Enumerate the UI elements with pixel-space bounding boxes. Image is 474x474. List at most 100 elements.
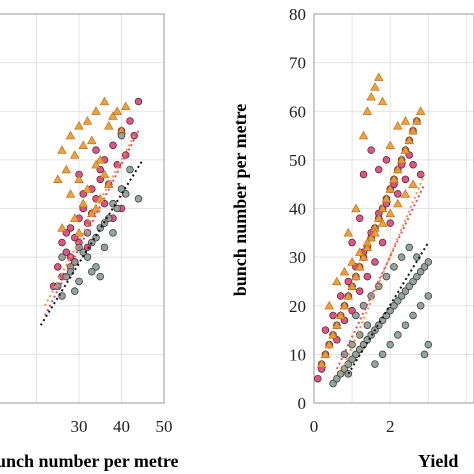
- right-point-series-1: [320, 349, 331, 359]
- right-point-series-1: [339, 266, 350, 276]
- right-point-series-2: [382, 272, 391, 281]
- right-point-series-2: [348, 355, 356, 363]
- right-point-series-1: [362, 242, 373, 252]
- right-point-series-1: [358, 130, 369, 140]
- left-point-series-2: [83, 253, 92, 261]
- left-point-series-1: [74, 174, 84, 183]
- left-point-series-1: [108, 111, 118, 120]
- left-plot-frame: [0, 13, 165, 404]
- right-point-series-2: [424, 292, 433, 300]
- left-point-series-1: [57, 223, 67, 232]
- right-point-series-0: [321, 326, 330, 334]
- right-point-series-1: [351, 203, 361, 213]
- right-point-series-1: [400, 189, 411, 198]
- right-y-tick-label: 40: [289, 200, 306, 219]
- right-point-series-1: [408, 179, 418, 188]
- right-point-series-2: [352, 350, 360, 359]
- right-point-series-1: [393, 164, 403, 174]
- right-point-series-0: [348, 238, 356, 247]
- right-point-series-1: [347, 257, 357, 266]
- left-point-series-0: [66, 224, 75, 232]
- left-point-series-2: [134, 195, 143, 203]
- left-point-series-0: [109, 141, 117, 150]
- right-point-series-1: [385, 184, 395, 193]
- left-point-series-1: [99, 96, 110, 106]
- right-point-series-2: [409, 277, 417, 286]
- right-y-tick-label: 10: [289, 345, 306, 364]
- right-point-series-1: [374, 72, 384, 81]
- left-point-series-1: [95, 155, 105, 164]
- right-point-series-2: [420, 350, 429, 359]
- right-y-tick-label: 30: [289, 248, 306, 267]
- right-point-series-2: [352, 311, 360, 320]
- right-trendline-series-2: [347, 242, 430, 375]
- right-point-series-2: [405, 243, 413, 252]
- right-point-series-0: [355, 287, 364, 295]
- right-point-series-1: [374, 213, 384, 222]
- right-point-series-2: [424, 340, 433, 349]
- left-point-series-1: [99, 169, 110, 179]
- left-point-series-1: [65, 189, 76, 198]
- right-point-series-2: [416, 302, 425, 310]
- right-point-series-1: [385, 208, 395, 218]
- right-point-series-1: [343, 227, 353, 237]
- right-point-series-0: [363, 272, 372, 281]
- left-point-series-0: [126, 117, 134, 125]
- left-point-series-1: [74, 121, 84, 130]
- left-point-series-1: [104, 121, 114, 130]
- right-point-series-2: [333, 374, 341, 383]
- right-point-series-1: [355, 247, 365, 256]
- left-trendline-series-0: [44, 130, 140, 316]
- right-point-series-0: [314, 374, 322, 383]
- left-trendline-series-2: [39, 159, 144, 326]
- right-point-series-0: [329, 311, 337, 320]
- right-y-tick-label: 50: [289, 151, 306, 170]
- right-point-series-1: [377, 218, 388, 227]
- right-point-series-0: [371, 258, 379, 266]
- right-point-series-2: [413, 253, 421, 261]
- left-point-series-1: [61, 164, 71, 174]
- right-points: [314, 72, 433, 388]
- right-point-series-0: [386, 219, 394, 227]
- right-point-series-1: [377, 203, 388, 213]
- right-point-series-1: [351, 271, 361, 281]
- right-y-tick-label: 70: [289, 54, 306, 73]
- right-point-series-2: [355, 331, 364, 339]
- right-x-tick-label: 0: [310, 417, 319, 436]
- right-point-series-0: [355, 214, 364, 222]
- right-point-series-1: [316, 359, 327, 368]
- right-point-series-1: [332, 320, 342, 329]
- right-gridlines: [313, 13, 474, 404]
- right-point-series-0: [367, 146, 375, 154]
- right-trendline-series-1: [339, 174, 426, 375]
- right-x-tick-label: 2: [386, 417, 395, 436]
- left-point-series-2: [96, 272, 104, 281]
- left-trendline-series-1: [44, 135, 136, 307]
- left-point-series-1: [74, 227, 84, 237]
- right-y-tick-label: 60: [289, 102, 306, 121]
- left-point-series-2: [126, 165, 134, 174]
- right-point-series-2: [401, 287, 410, 295]
- right-point-series-2: [378, 350, 387, 359]
- right-point-series-2: [390, 263, 398, 271]
- left-point-series-2: [104, 214, 113, 222]
- left-point-series-0: [121, 151, 130, 159]
- right-point-series-1: [393, 198, 403, 208]
- right-point-series-1: [366, 91, 376, 101]
- right-point-series-1: [347, 281, 357, 290]
- right-point-series-2: [416, 267, 425, 276]
- left-x-tick-label: 40: [113, 417, 130, 436]
- right-trendlines: [335, 174, 430, 375]
- left-point-series-2: [70, 287, 79, 295]
- right-point-series-1: [362, 237, 373, 247]
- right-point-series-1: [343, 291, 353, 300]
- right-plot-frame: [313, 13, 474, 404]
- right-point-series-2: [405, 282, 413, 291]
- right-point-series-0: [382, 156, 391, 164]
- left-trendlines: [39, 130, 144, 326]
- right-point-series-1: [412, 116, 422, 125]
- right-point-series-1: [404, 135, 414, 145]
- right-trendline-series-0: [335, 183, 426, 370]
- right-point-series-1: [362, 106, 373, 115]
